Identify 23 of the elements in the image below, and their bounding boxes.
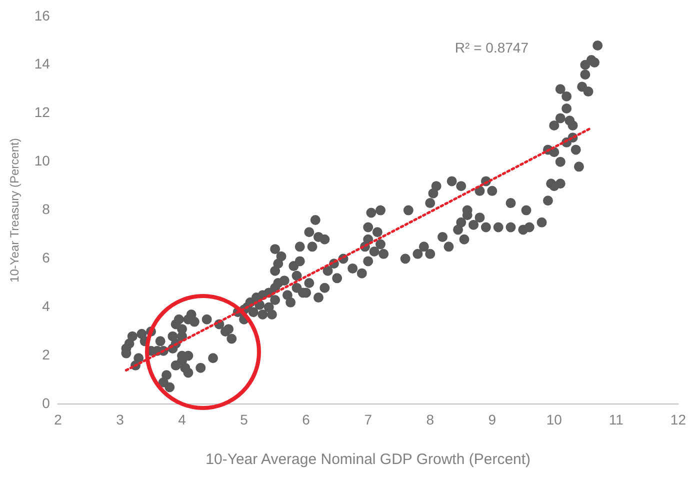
y-tick-label: 2 xyxy=(42,346,50,363)
x-tick-label: 4 xyxy=(178,411,186,428)
y-tick-label: 16 xyxy=(34,7,50,24)
x-tick-label: 9 xyxy=(488,411,496,428)
x-tick-label: 10 xyxy=(546,411,562,428)
y-tick-label: 10 xyxy=(34,152,50,169)
y-tick-label: 12 xyxy=(34,104,50,120)
x-tick-label: 11 xyxy=(608,411,624,428)
y-axis-title: 10-Year Treasury (Percent) xyxy=(8,138,22,282)
x-tick-label: 8 xyxy=(426,411,434,428)
x-tick-label: 2 xyxy=(54,411,62,428)
x-tick-label: 6 xyxy=(302,411,310,428)
y-tick-label: 0 xyxy=(42,395,50,412)
y-tick-label: 6 xyxy=(42,250,50,266)
y-tick-label: 4 xyxy=(42,298,50,314)
x-axis-title: 10-Year Average Nominal GDP Growth (Percent) xyxy=(206,451,531,468)
x-tick-label: 3 xyxy=(116,411,124,428)
y-tick-label: 14 xyxy=(34,56,50,72)
x-tick-label: 12 xyxy=(670,411,686,428)
annotation: R² = 0.8747 xyxy=(454,39,529,56)
x-tick-label: 5 xyxy=(240,411,248,428)
y-tick-label: 8 xyxy=(42,201,50,218)
x-tick-label: 7 xyxy=(364,411,372,428)
